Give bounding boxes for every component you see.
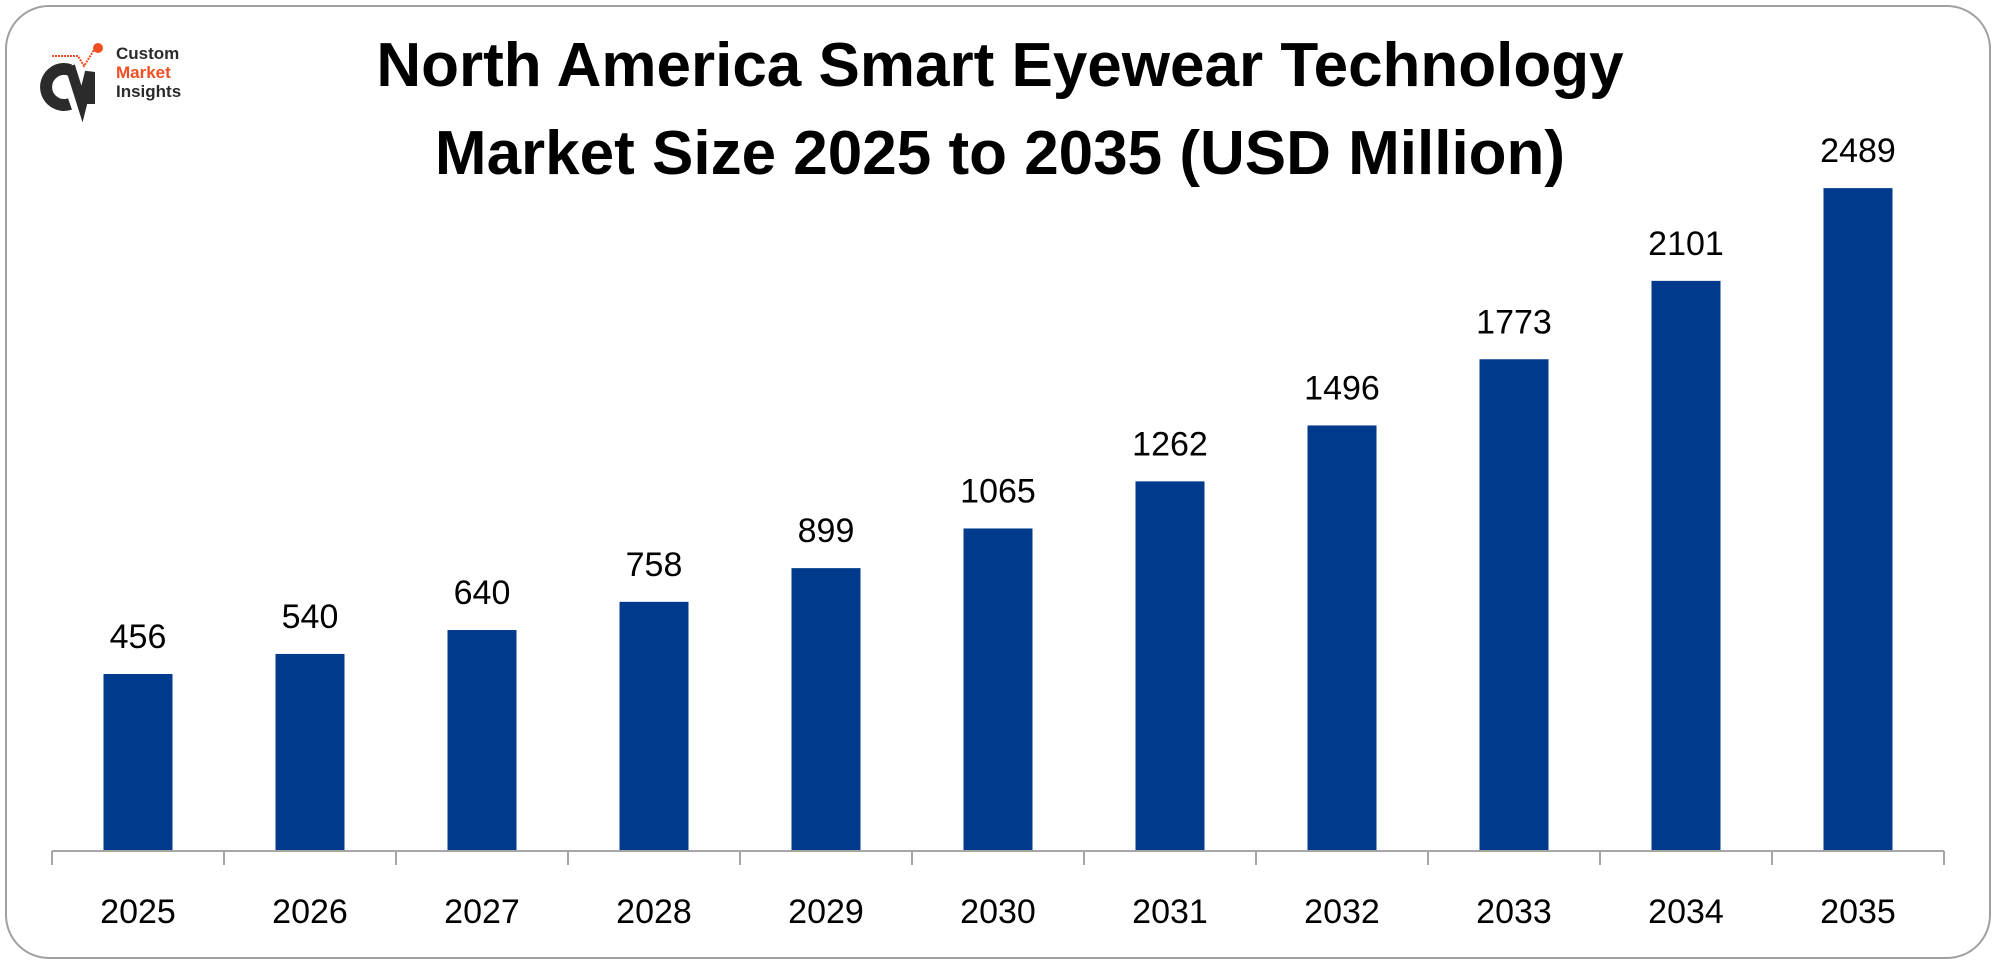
x-tick-label: 2028 <box>616 893 692 931</box>
data-label: 540 <box>282 598 339 636</box>
bar-2034 <box>1651 280 1721 852</box>
x-tick-label: 2027 <box>444 893 520 931</box>
bar-2033 <box>1479 359 1549 851</box>
bar-2035 <box>1823 188 1893 851</box>
data-label: 1496 <box>1304 369 1380 407</box>
x-tick-label: 2034 <box>1648 893 1724 931</box>
chart-frame <box>5 5 1991 959</box>
x-tick-label: 2033 <box>1476 893 1552 931</box>
title-line1: North America Smart Eyewear Technology <box>376 31 1624 100</box>
logo: Custom Market Insights <box>34 42 224 122</box>
logo-line1: Custom <box>116 44 180 63</box>
bar-2032 <box>1307 425 1377 851</box>
bar-2025 <box>103 674 173 851</box>
data-label: 2489 <box>1820 132 1896 170</box>
x-tick-label: 2029 <box>788 893 864 931</box>
data-label: 758 <box>626 546 683 584</box>
bar-2030 <box>963 528 1033 851</box>
data-label: 2101 <box>1648 225 1724 263</box>
data-label: 456 <box>110 618 167 656</box>
data-label: 899 <box>798 512 855 550</box>
logo-text: Custom Market Insights <box>116 44 181 101</box>
data-label: 1773 <box>1476 303 1552 341</box>
title-line2: Market Size 2025 to 2035 (USD Million) <box>434 119 1566 188</box>
x-tick-label: 2031 <box>1132 893 1208 931</box>
x-tick-label: 2025 <box>100 893 176 931</box>
data-label: 1262 <box>1132 425 1208 463</box>
bar-2031 <box>1135 481 1205 851</box>
bar-2027 <box>447 630 517 851</box>
data-label: 1065 <box>960 472 1036 510</box>
bar-2028 <box>619 601 689 851</box>
x-tick-label: 2032 <box>1304 893 1380 931</box>
x-tick-label: 2026 <box>272 893 348 931</box>
logo-mark-icon <box>40 43 103 122</box>
chart-title: North America Smart Eyewear Technology M… <box>200 22 1800 198</box>
bar-2026 <box>275 653 345 851</box>
x-tick-label: 2030 <box>960 893 1036 931</box>
data-label: 640 <box>454 574 511 612</box>
logo-line2: Market <box>116 63 171 82</box>
logo-line3: Insights <box>116 82 182 101</box>
x-tick-label: 2035 <box>1820 893 1896 931</box>
bar-2029 <box>791 568 861 851</box>
